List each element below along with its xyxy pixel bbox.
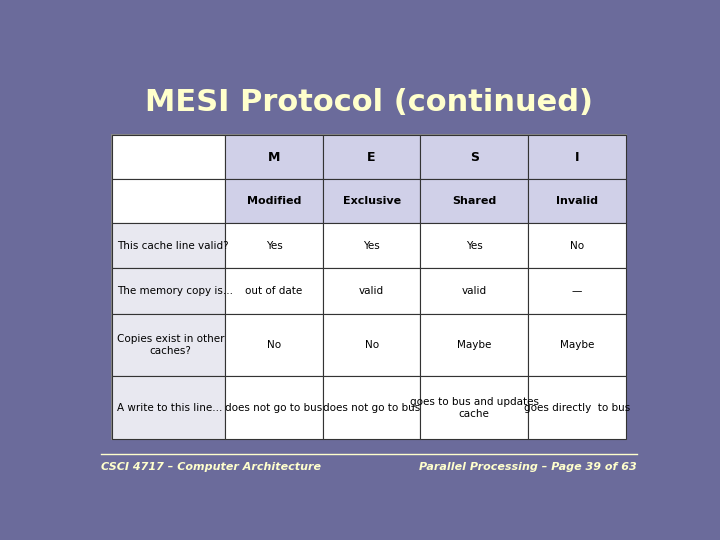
Text: E: E <box>367 151 376 164</box>
Text: Yes: Yes <box>466 240 482 251</box>
Bar <box>225 179 323 223</box>
Text: valid: valid <box>462 286 487 296</box>
Bar <box>225 223 323 268</box>
Text: Invalid: Invalid <box>556 196 598 206</box>
Bar <box>323 223 420 268</box>
Text: CSCI 4717 – Computer Architecture: CSCI 4717 – Computer Architecture <box>101 462 321 472</box>
Text: Yes: Yes <box>363 240 380 251</box>
Text: valid: valid <box>359 286 384 296</box>
Text: No: No <box>570 240 584 251</box>
Bar <box>323 136 420 179</box>
Bar <box>225 136 323 179</box>
Bar <box>112 179 225 223</box>
Text: The memory copy is...: The memory copy is... <box>117 286 233 296</box>
Bar <box>528 223 626 268</box>
Bar <box>112 136 626 439</box>
Text: Yes: Yes <box>266 240 282 251</box>
Bar <box>225 376 323 439</box>
Text: goes to bus and updates
cache: goes to bus and updates cache <box>410 397 539 418</box>
Bar <box>112 136 225 179</box>
Text: does not go to bus: does not go to bus <box>225 403 323 413</box>
Text: I: I <box>575 151 579 164</box>
Text: Shared: Shared <box>452 196 496 206</box>
Text: —: — <box>572 286 582 296</box>
Bar <box>528 136 626 179</box>
Text: Maybe: Maybe <box>559 340 594 350</box>
Bar <box>323 376 420 439</box>
Bar <box>420 136 528 179</box>
Text: M: M <box>268 151 280 164</box>
Text: Parallel Processing – Page 39 of 63: Parallel Processing – Page 39 of 63 <box>419 462 637 472</box>
Bar <box>528 314 626 376</box>
Text: This cache line valid?: This cache line valid? <box>117 240 228 251</box>
Text: goes directly  to bus: goes directly to bus <box>523 403 630 413</box>
Text: does not go to bus: does not go to bus <box>323 403 420 413</box>
Bar <box>323 268 420 314</box>
Bar <box>112 314 225 376</box>
Text: Exclusive: Exclusive <box>343 196 400 206</box>
Text: out of date: out of date <box>246 286 302 296</box>
Bar <box>323 179 420 223</box>
Bar <box>323 314 420 376</box>
Text: Maybe: Maybe <box>457 340 492 350</box>
Bar <box>112 223 225 268</box>
Text: MESI Protocol (continued): MESI Protocol (continued) <box>145 87 593 117</box>
Bar <box>528 179 626 223</box>
Bar <box>420 314 528 376</box>
Bar <box>528 268 626 314</box>
Bar <box>420 223 528 268</box>
Bar <box>420 268 528 314</box>
Text: No: No <box>267 340 281 350</box>
Bar <box>420 376 528 439</box>
Bar <box>420 179 528 223</box>
Text: No: No <box>364 340 379 350</box>
Bar <box>528 376 626 439</box>
Bar <box>112 376 225 439</box>
Bar <box>225 314 323 376</box>
Bar <box>112 268 225 314</box>
Bar <box>225 268 323 314</box>
Text: A write to this line...: A write to this line... <box>117 403 222 413</box>
Text: Modified: Modified <box>247 196 301 206</box>
Text: Copies exist in other
caches?: Copies exist in other caches? <box>117 334 225 356</box>
Text: S: S <box>469 151 479 164</box>
